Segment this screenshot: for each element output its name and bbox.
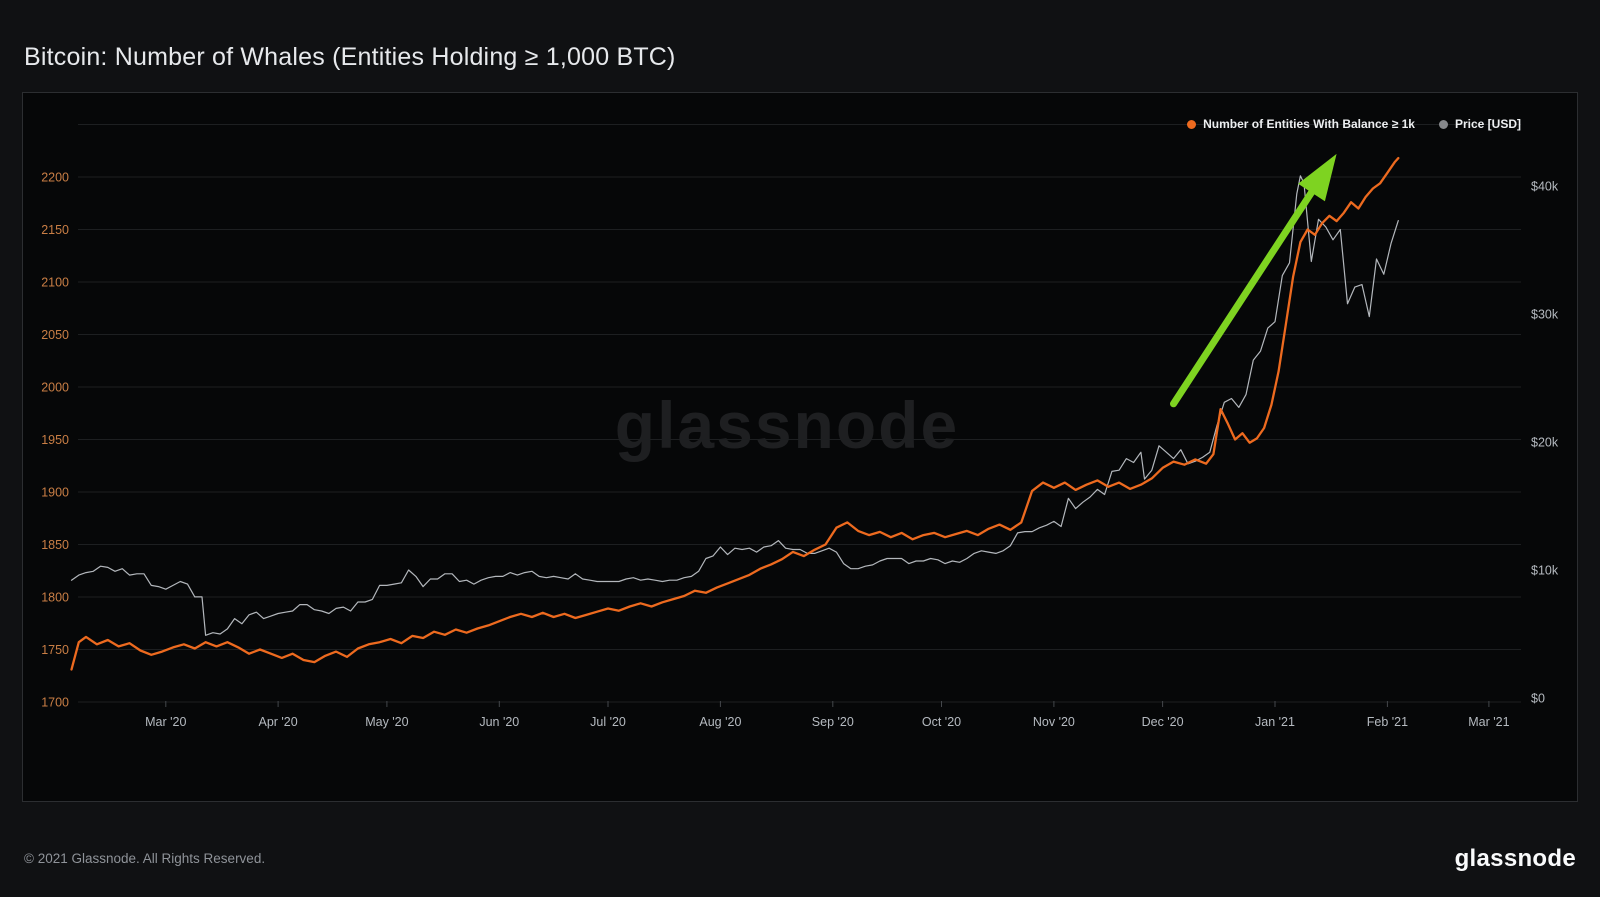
x-axis-tick-label: Feb '21 <box>1367 715 1408 729</box>
price-line <box>70 175 1399 636</box>
trend-arrow-shaft <box>1170 188 1315 408</box>
x-axis-tick-label: Nov '20 <box>1033 715 1075 729</box>
page-title: Bitcoin: Number of Whales (Entities Hold… <box>24 42 676 71</box>
x-axis-tick-label: Dec '20 <box>1142 715 1184 729</box>
left-axis-tick-label: 1700 <box>41 696 69 710</box>
x-axis-tick-label: Jul '20 <box>590 715 626 729</box>
x-axis-tick-label: Aug '20 <box>699 715 741 729</box>
x-axis-tick-label: May '20 <box>365 715 408 729</box>
chart-legend: Number of Entities With Balance ≥ 1k Pri… <box>1187 117 1521 131</box>
x-axis-tick-label: Jun '20 <box>479 715 519 729</box>
left-axis-tick-label: 2100 <box>41 276 69 290</box>
left-axis-tick-label: 2200 <box>41 171 69 185</box>
right-axis-tick-label: $20k <box>1531 436 1559 450</box>
left-axis-tick-label: 2150 <box>41 223 69 237</box>
chart-plot-area: 2200 2150 2100 2050 2000 1950 1900 1850 1800 1750… <box>41 124 1559 729</box>
trend-arrow-head <box>1298 153 1337 202</box>
left-axis-tick-label: 1850 <box>41 538 69 552</box>
left-axis-tick-label: 1900 <box>41 486 69 500</box>
left-axis-tick-label: 2050 <box>41 328 69 342</box>
x-axis-tick-label: Oct '20 <box>922 715 961 729</box>
left-axis-tick-label: 1800 <box>41 591 69 605</box>
left-axis-tick-label: 2000 <box>41 381 69 395</box>
left-axis-tick-label: 1750 <box>41 643 69 657</box>
x-axis-tick-label: Sep '20 <box>812 715 854 729</box>
chart-panel: glassnode 2200 2150 2100 2050 2000 1950 1900 18… <box>22 92 1578 802</box>
right-axis-tick-label: $40k <box>1531 180 1559 194</box>
x-axis-tick-label: Apr '20 <box>258 715 297 729</box>
right-axis-tick-label: $30k <box>1531 308 1559 322</box>
footer: © 2021 Glassnode. All Rights Reserved. g… <box>0 806 1600 897</box>
legend-item-price[interactable]: Price [USD] <box>1438 117 1521 131</box>
whales-series-label: Number of Entities With Balance ≥ 1k <box>1203 117 1415 131</box>
left-axis-tick-label: 1950 <box>41 433 69 447</box>
x-axis-tick-label: Mar '21 <box>1468 715 1509 729</box>
legend-item-whales[interactable]: Number of Entities With Balance ≥ 1k <box>1187 117 1415 131</box>
whales-series-dot <box>1187 119 1197 129</box>
copyright-text: © 2021 Glassnode. All Rights Reserved. <box>24 851 266 866</box>
price-series-dot <box>1438 119 1448 129</box>
price-series-label: Price [USD] <box>1454 117 1521 131</box>
x-axis-tick-label: Jan '21 <box>1255 715 1295 729</box>
whales-line <box>70 156 1400 671</box>
glassnode-logo: glassnode <box>1454 844 1576 872</box>
x-axis-tick-label: Mar '20 <box>145 715 186 729</box>
right-axis-tick-label: $0 <box>1531 692 1545 706</box>
right-axis-tick-label: $10k <box>1531 564 1559 578</box>
